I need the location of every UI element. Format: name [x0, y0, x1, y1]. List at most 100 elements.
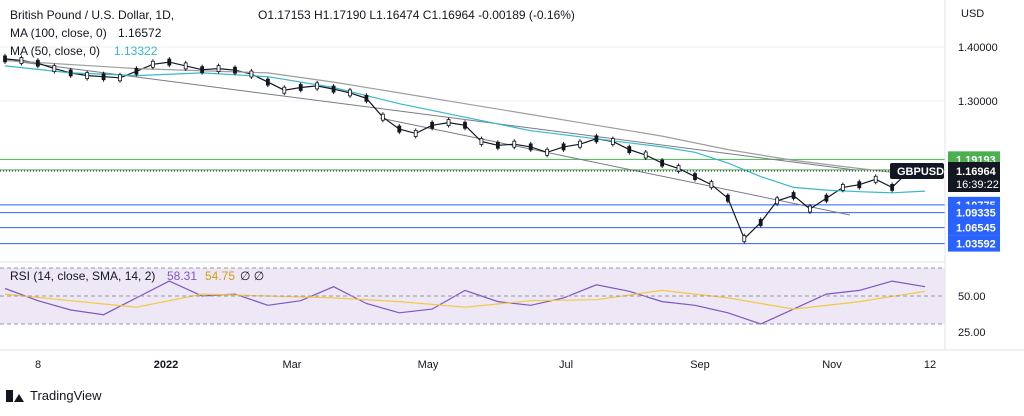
rsi-line	[4, 280, 926, 325]
ma100-value: 1.16572	[118, 26, 162, 40]
candle-body	[134, 67, 139, 75]
candle-body	[298, 84, 303, 91]
candle-body	[282, 86, 287, 94]
level-label: 1.09335	[956, 208, 996, 220]
candle-body	[578, 140, 582, 148]
candle-body	[331, 85, 336, 93]
candle-body	[52, 65, 57, 72]
channel-upper	[4, 59, 856, 171]
candle-body	[512, 140, 517, 148]
rsi-label: RSI (14, close, SMA, 14, 2)	[10, 269, 155, 283]
time-tick-label: 2022	[154, 359, 178, 371]
time-tick-label: Mar	[283, 359, 302, 371]
candle-body	[430, 121, 435, 129]
candle-body	[742, 235, 747, 243]
candle-body	[594, 135, 599, 143]
level-label-box	[948, 219, 1000, 236]
channel-lower	[379, 117, 851, 216]
candle-body	[890, 183, 895, 191]
candle-body	[627, 146, 632, 154]
rsi-series	[4, 280, 926, 325]
tradingview-logo-icon	[6, 389, 24, 402]
level-label-box	[948, 204, 1000, 221]
price-tick-label: 1.30000	[958, 96, 998, 108]
candle-body	[709, 181, 714, 189]
brand: TradingView	[6, 388, 102, 403]
candle-body	[118, 74, 122, 82]
price-countdown: 16:39:22	[956, 179, 999, 191]
candle-body	[758, 219, 763, 226]
candle-body	[495, 141, 500, 149]
currency-label: USD	[961, 8, 984, 20]
candle-body	[693, 173, 697, 181]
axis-ticks: 1.40000 1.30000 8 2022 Mar May Jul Sep Nov 12	[35, 42, 998, 371]
candle-body	[561, 143, 566, 151]
candle-body	[233, 66, 237, 74]
candle-body	[725, 194, 730, 202]
rsi-extra: ∅ ∅	[240, 269, 264, 283]
ma100-label: MA (100, close, 0)	[10, 26, 107, 40]
price-symbol-box	[890, 163, 944, 179]
candle-body	[167, 58, 172, 66]
candle-body	[660, 159, 665, 167]
candle-body	[873, 175, 878, 183]
level-label: 1.06545	[956, 223, 996, 235]
candle-body	[348, 89, 352, 97]
level-label: 1.03592	[956, 239, 996, 251]
rsi-value1: 58.31	[167, 269, 197, 283]
candle-body	[643, 151, 648, 159]
candle-body	[775, 197, 780, 205]
candle-body	[85, 72, 90, 80]
candle-body	[3, 55, 7, 63]
candle-body	[380, 113, 385, 121]
candle-body	[19, 57, 24, 64]
candle-body	[808, 205, 812, 213]
candle-body	[528, 143, 533, 151]
time-tick-label: Jul	[559, 359, 573, 371]
candle-body	[101, 73, 106, 81]
candle-body	[479, 138, 484, 145]
level-label-box	[948, 235, 1000, 252]
candle-body	[824, 194, 829, 202]
candle-body	[183, 62, 188, 70]
candle-body	[840, 183, 845, 191]
ohlc-values: O1.17153 H1.17190 L1.16474 C1.16964 -0.0…	[258, 8, 575, 22]
ma50-value: 1.13322	[114, 44, 158, 58]
candle-body	[68, 69, 73, 77]
candle-body	[216, 65, 221, 72]
candle-body	[463, 121, 467, 129]
gbpusd-line	[4, 58, 925, 240]
rsi-tick-50: 50.00	[958, 291, 986, 303]
ma50-label: MA (50, close, 0)	[10, 44, 100, 58]
candle-body	[446, 119, 451, 126]
candle-body	[397, 125, 402, 133]
candle-body	[249, 70, 254, 78]
candle-body	[413, 129, 418, 137]
price-symbol: GBPUSD	[897, 166, 944, 178]
candle-body	[150, 60, 155, 68]
grid	[0, 46, 945, 102]
time-tick-label: 12	[924, 359, 936, 371]
time-tick-label: Sep	[690, 359, 710, 371]
candle-body	[545, 148, 550, 156]
candle-body	[315, 82, 320, 90]
candle-body	[610, 138, 615, 145]
brand-name: TradingView	[30, 388, 102, 403]
rsi-sma-line	[4, 289, 926, 310]
price-tick-label: 1.40000	[958, 42, 998, 54]
price-value: 1.16964	[956, 166, 997, 178]
time-tick-label: May	[418, 359, 439, 371]
time-tick-label: 8	[35, 359, 41, 371]
horizontal-levels: 1.191931.172501.107751.093351.065451.035…	[0, 151, 1000, 252]
rsi-value2: 54.75	[205, 269, 235, 283]
candle-body	[200, 66, 205, 74]
rsi-tick-25: 25.00	[958, 327, 986, 339]
candle-body	[791, 192, 796, 199]
candle-body	[35, 59, 40, 67]
price-series	[3, 53, 927, 244]
candle-body	[265, 78, 270, 86]
price-value-box	[948, 162, 1000, 192]
ma100-line	[4, 59, 926, 175]
symbol-title: British Pound / U.S. Dollar, 1D,	[10, 8, 174, 22]
